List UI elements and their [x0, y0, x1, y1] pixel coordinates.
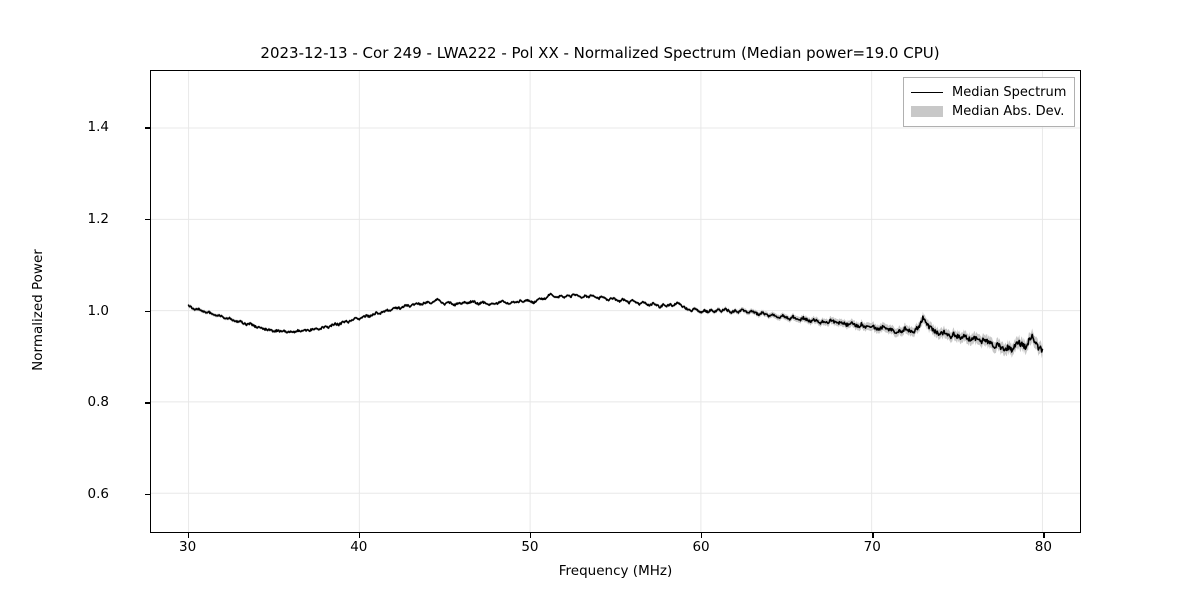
x-tick-label: 30 [179, 539, 197, 555]
plot-area [150, 70, 1081, 533]
legend-item-median-abs-dev: Median Abs. Dev. [911, 102, 1066, 121]
x-tick-label: 70 [863, 539, 881, 555]
y-tick-mark [145, 127, 150, 129]
y-tick-mark [145, 310, 150, 312]
legend-line-swatch-icon [911, 86, 943, 100]
y-tick-label: 0.8 [87, 394, 109, 411]
y-tick-label: 1.2 [87, 210, 109, 227]
x-tick-mark [1043, 533, 1045, 538]
x-tick-mark [358, 533, 361, 538]
y-tick-label: 0.6 [87, 486, 109, 503]
gridlines [151, 71, 1080, 532]
y-tick-mark [145, 494, 150, 496]
legend-patch-swatch-icon [911, 105, 943, 119]
median-abs-dev-band [188, 292, 1043, 359]
y-tick-label: 1.0 [87, 302, 109, 319]
x-axis-label: Frequency (MHz) [558, 563, 673, 579]
x-tick-label: 80 [1034, 539, 1052, 555]
legend-label: Median Abs. Dev. [952, 104, 1065, 119]
chart-title: 2023-12-13 - Cor 249 - LWA222 - Pol XX -… [260, 44, 940, 62]
x-tick-mark [872, 533, 874, 538]
x-tick-mark [701, 533, 703, 538]
x-tick-mark [529, 533, 532, 538]
legend-item-median-spectrum: Median Spectrum [911, 83, 1066, 102]
x-tick-label: 40 [350, 539, 368, 555]
x-tick-mark [187, 533, 189, 538]
x-tick-label: 50 [521, 539, 539, 555]
x-tick-label: 60 [692, 539, 710, 555]
y-tick-label: 1.4 [87, 119, 109, 136]
legend-label: Median Spectrum [952, 85, 1067, 100]
y-tick-mark [145, 218, 150, 221]
chart-legend: Median Spectrum Median Abs. Dev. [903, 77, 1076, 127]
y-tick-mark [145, 402, 150, 404]
plot-svg [151, 71, 1080, 532]
median-spectrum-line [187, 292, 1044, 353]
y-axis-label: Normalized Power [30, 249, 46, 371]
